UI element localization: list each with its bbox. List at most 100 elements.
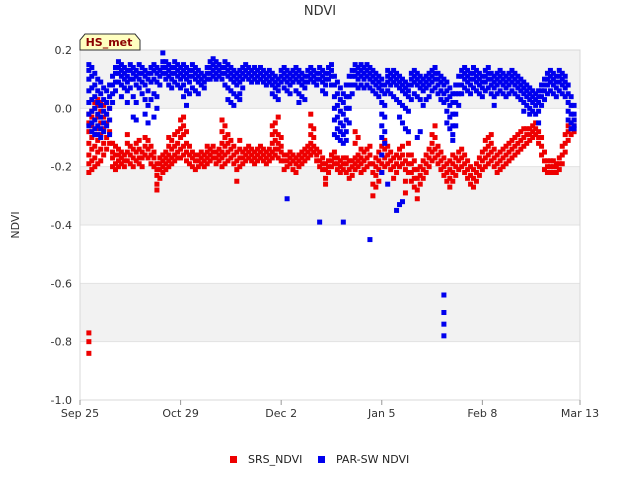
par-sw-ndvi-point bbox=[559, 91, 565, 97]
par-sw-ndvi-point bbox=[142, 73, 148, 79]
par-sw-ndvi-point bbox=[544, 76, 550, 82]
par-sw-ndvi-point bbox=[181, 94, 187, 100]
srs-ndvi-point bbox=[101, 114, 107, 120]
srs-ndvi-point bbox=[172, 158, 178, 164]
srs-ndvi-point bbox=[231, 152, 237, 158]
par-sw-ndvi-point bbox=[364, 67, 370, 73]
par-sw-ndvi-point bbox=[95, 111, 101, 117]
par-sw-ndvi-point bbox=[104, 88, 110, 94]
par-sw-ndvi-point bbox=[367, 70, 373, 76]
srs-ndvi-point bbox=[376, 158, 382, 164]
par-sw-ndvi-point bbox=[311, 79, 317, 85]
par-sw-ndvi-point bbox=[95, 76, 101, 82]
par-sw-ndvi-point bbox=[352, 67, 358, 73]
srs-ndvi-point bbox=[468, 164, 474, 170]
par-sw-ndvi-point bbox=[305, 79, 311, 85]
par-sw-ndvi-point bbox=[405, 88, 411, 94]
par-sw-ndvi-point bbox=[186, 91, 192, 97]
srs-ndvi-point bbox=[553, 170, 559, 175]
plot-background-bands bbox=[80, 49, 580, 401]
par-sw-ndvi-point bbox=[417, 85, 423, 91]
par-sw-ndvi-point bbox=[405, 82, 411, 88]
par-sw-ndvi-point bbox=[408, 97, 414, 103]
par-sw-ndvi-point bbox=[225, 85, 231, 91]
srs-ndvi-point bbox=[488, 149, 494, 155]
par-sw-ndvi-point bbox=[252, 65, 258, 70]
par-sw-ndvi-point bbox=[405, 108, 411, 114]
srs-ndvi-point bbox=[210, 155, 216, 161]
srs-ndvi-point bbox=[178, 146, 184, 152]
srs-ndvi-point bbox=[462, 170, 468, 175]
srs-ndvi-point bbox=[323, 161, 329, 167]
par-sw-ndvi-point bbox=[136, 76, 142, 82]
srs-ndvi-point bbox=[136, 137, 142, 143]
srs-ndvi-point bbox=[163, 155, 169, 161]
par-sw-ndvi-point bbox=[500, 91, 506, 97]
par-sw-ndvi-point bbox=[133, 67, 139, 73]
par-sw-ndvi-point bbox=[385, 67, 391, 73]
par-sw-ndvi-point bbox=[243, 73, 249, 79]
par-sw-ndvi-point bbox=[485, 76, 491, 82]
srs-ndvi-point bbox=[355, 152, 361, 158]
par-sw-ndvi-point bbox=[92, 132, 98, 138]
par-sw-ndvi-point bbox=[479, 94, 485, 100]
srs-ndvi-point bbox=[459, 146, 465, 152]
par-sw-ndvi-point bbox=[518, 97, 524, 103]
par-sw-ndvi-point bbox=[204, 65, 210, 70]
srs-ndvi-point bbox=[530, 135, 536, 140]
par-sw-ndvi-point bbox=[337, 85, 343, 91]
par-sw-ndvi-point bbox=[441, 321, 447, 327]
par-sw-ndvi-point bbox=[263, 82, 269, 88]
par-sw-ndvi-point bbox=[533, 91, 539, 97]
srs-ndvi-point bbox=[142, 143, 148, 149]
par-sw-ndvi-point bbox=[373, 82, 379, 88]
srs-ndvi-point bbox=[263, 149, 269, 155]
srs-ndvi-point bbox=[438, 158, 444, 164]
srs-ndvi-point bbox=[308, 111, 314, 117]
srs-ndvi-point bbox=[257, 149, 263, 155]
srs-ndvi-point bbox=[361, 149, 367, 155]
srs-ndvi-point bbox=[240, 149, 246, 155]
srs-ndvi-point bbox=[249, 146, 255, 152]
srs-ndvi-point bbox=[124, 140, 130, 146]
srs-ndvi-point bbox=[426, 155, 432, 161]
par-sw-ndvi-point bbox=[423, 85, 429, 91]
par-sw-ndvi-point bbox=[547, 88, 553, 94]
srs-ndvi-point bbox=[364, 155, 370, 161]
par-sw-ndvi-point bbox=[293, 76, 299, 82]
par-sw-ndvi-point bbox=[92, 117, 98, 123]
par-sw-ndvi-point bbox=[530, 88, 536, 94]
srs-ndvi-point bbox=[219, 155, 225, 161]
par-sw-ndvi-point bbox=[133, 82, 139, 88]
srs-ndvi-point bbox=[405, 140, 411, 146]
par-sw-ndvi-point bbox=[293, 88, 299, 94]
srs-ndvi-point bbox=[441, 155, 447, 161]
par-sw-ndvi-point bbox=[399, 76, 405, 82]
par-sw-ndvi-point bbox=[473, 73, 479, 79]
par-sw-ndvi-point bbox=[485, 70, 491, 76]
par-sw-ndvi-point bbox=[219, 70, 225, 76]
srs-ndvi-point bbox=[391, 175, 397, 181]
srs-ndvi-point bbox=[476, 172, 482, 178]
par-sw-ndvi-point bbox=[476, 70, 482, 76]
par-sw-ndvi-point bbox=[355, 65, 361, 70]
par-sw-ndvi-point bbox=[184, 102, 190, 108]
par-sw-ndvi-point bbox=[178, 85, 184, 91]
srs-ndvi-point bbox=[373, 172, 379, 178]
srs-ndvi-point bbox=[334, 167, 340, 173]
y-tick-label: 0.2 bbox=[55, 44, 73, 57]
srs-ndvi-point bbox=[252, 161, 258, 167]
par-sw-ndvi-point bbox=[450, 132, 456, 138]
par-sw-ndvi-point bbox=[550, 70, 556, 76]
par-sw-ndvi-point bbox=[565, 117, 571, 123]
par-sw-ndvi-point bbox=[186, 79, 192, 85]
srs-ndvi-point bbox=[166, 143, 172, 149]
y-tick-label: 0.0 bbox=[55, 102, 73, 115]
par-sw-ndvi-point bbox=[113, 88, 119, 94]
srs-ndvi-point bbox=[503, 161, 509, 167]
par-sw-ndvi-point bbox=[432, 70, 438, 76]
srs-ndvi-point bbox=[470, 167, 476, 173]
par-sw-ndvi-point bbox=[323, 76, 329, 82]
srs-ndvi-point bbox=[340, 161, 346, 167]
par-sw-ndvi-point bbox=[89, 97, 95, 103]
